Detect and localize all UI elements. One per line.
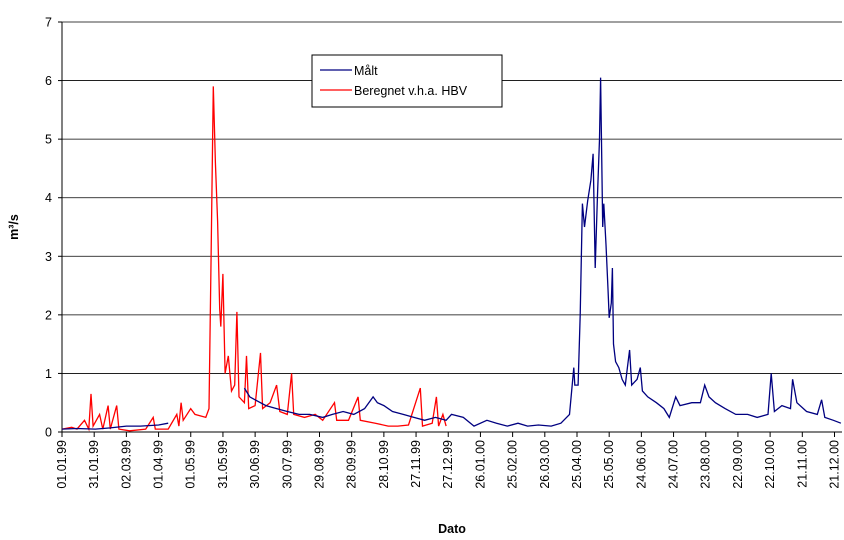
y-tick-label: 7	[45, 16, 52, 30]
x-tick-label: 21.11.00	[795, 440, 809, 488]
x-tick-label: 25.02.00	[506, 440, 520, 489]
x-tick-label: 02.03.99	[119, 440, 133, 489]
x-tick-label: 27.11.99	[409, 440, 423, 488]
x-tick-label: 22.09.00	[731, 440, 745, 489]
x-tick-label: 23.08.00	[699, 440, 713, 489]
x-tick-label: 31.05.99	[216, 440, 230, 489]
x-tick-label: 25.05.00	[602, 440, 616, 489]
x-axis-label: Dato	[438, 522, 466, 536]
x-tick-label: 24.06.00	[634, 440, 648, 489]
legend-label: Beregnet v.h.a. HBV	[354, 84, 468, 98]
y-tick-label: 4	[45, 191, 52, 205]
x-tick-label: 29.08.99	[312, 440, 326, 489]
x-tick-label: 01.04.99	[152, 440, 166, 489]
x-tick-label: 01.05.99	[184, 440, 198, 489]
x-tick-label: 28.10.99	[377, 440, 391, 489]
y-tick-label: 0	[45, 426, 52, 440]
x-tick-label: 31.01.99	[87, 440, 101, 489]
legend-box	[311, 54, 503, 108]
legend-label: Målt	[354, 64, 378, 78]
y-tick-label: 3	[45, 250, 52, 264]
x-tick-label: 24.07.00	[667, 440, 681, 489]
x-tick-label: 27.12.99	[441, 440, 455, 489]
x-tick-label: 26.01.00	[473, 440, 487, 489]
x-tick-label: 22.10.00	[763, 440, 777, 489]
y-tick-label: 6	[45, 74, 52, 88]
x-tick-label: 21.12.00	[827, 440, 841, 489]
y-tick-label: 1	[45, 367, 52, 381]
x-tick-label: 30.06.99	[248, 440, 262, 489]
x-tick-label: 30.07.99	[280, 440, 294, 489]
y-tick-label: 5	[45, 133, 52, 147]
line	[61, 86, 447, 432]
x-tick-label: 28.09.99	[345, 440, 359, 489]
line	[243, 77, 842, 427]
y-tick-label: 2	[45, 308, 52, 322]
y-axis-label: m³/s	[7, 214, 21, 240]
x-tick-label: 01.01.99	[55, 440, 69, 489]
line	[61, 422, 169, 430]
x-tick-label: 25.04.00	[570, 440, 584, 489]
x-tick-label: 26.03.00	[538, 440, 552, 489]
